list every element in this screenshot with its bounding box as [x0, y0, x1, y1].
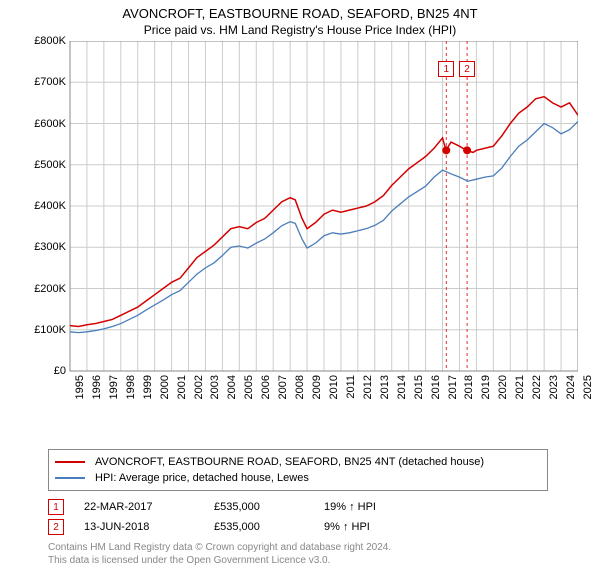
x-tick-label: 2004: [226, 375, 238, 415]
y-tick-label: £800K: [18, 35, 66, 47]
sale-marker: 2: [459, 61, 475, 77]
sale-delta: 19% ↑ HPI: [324, 501, 444, 513]
y-tick-label: £600K: [18, 118, 66, 130]
sale-row: 2 13-JUN-2018£535,0009% ↑ HPI: [48, 517, 600, 537]
sale-marker: 1: [438, 61, 454, 77]
y-tick-label: £300K: [18, 241, 66, 253]
y-tick-label: £0: [18, 365, 66, 377]
footnote: Contains HM Land Registry data © Crown c…: [48, 541, 600, 567]
x-tick-label: 2009: [311, 375, 323, 415]
x-tick-label: 2014: [396, 375, 408, 415]
footnote-line: This data is licensed under the Open Gov…: [48, 554, 600, 567]
legend-item: HPI: Average price, detached house, Lewe…: [55, 470, 541, 486]
chart-subtitle: Price paid vs. HM Land Registry's House …: [0, 21, 600, 41]
x-tick-label: 2015: [413, 375, 425, 415]
x-tick-label: 1997: [108, 375, 120, 415]
legend-swatch: [55, 461, 85, 463]
x-tick-label: 2001: [176, 375, 188, 415]
sales-table: 1 22-MAR-2017£535,00019% ↑ HPI 2 13-JUN-201…: [48, 497, 600, 537]
x-tick-label: 1999: [142, 375, 154, 415]
x-tick-label: 1998: [125, 375, 137, 415]
sale-price: £535,000: [214, 501, 324, 513]
sale-price: £535,000: [214, 521, 324, 533]
legend-swatch: [55, 477, 85, 479]
sale-marker-icon: 2: [48, 519, 64, 535]
x-tick-label: 2011: [345, 375, 357, 415]
legend-label: HPI: Average price, detached house, Lewe…: [95, 472, 309, 484]
x-tick-label: 2013: [379, 375, 391, 415]
x-tick-label: 2018: [463, 375, 475, 415]
x-tick-label: 2008: [294, 375, 306, 415]
x-tick-label: 2020: [497, 375, 509, 415]
chart-area: £0£100K£200K£300K£400K£500K£600K£700K£80…: [18, 41, 578, 411]
x-tick-label: 2019: [480, 375, 492, 415]
y-tick-label: £100K: [18, 324, 66, 336]
x-tick-label: 2016: [430, 375, 442, 415]
sale-date: 22-MAR-2017: [84, 501, 214, 513]
x-tick-label: 1996: [91, 375, 103, 415]
x-tick-label: 1995: [74, 375, 86, 415]
footnote-line: Contains HM Land Registry data © Crown c…: [48, 541, 600, 554]
chart-title: AVONCROFT, EASTBOURNE ROAD, SEAFORD, BN2…: [0, 0, 600, 21]
sale-marker-icon: 1: [48, 499, 64, 515]
x-tick-label: 2025: [582, 375, 594, 415]
sale-date: 13-JUN-2018: [84, 521, 214, 533]
x-tick-label: 2006: [260, 375, 272, 415]
legend-item: AVONCROFT, EASTBOURNE ROAD, SEAFORD, BN2…: [55, 454, 541, 470]
x-tick-label: 2024: [565, 375, 577, 415]
y-tick-label: £400K: [18, 200, 66, 212]
x-tick-label: 2022: [531, 375, 543, 415]
sale-row: 1 22-MAR-2017£535,00019% ↑ HPI: [48, 497, 600, 517]
x-tick-label: 2007: [277, 375, 289, 415]
legend-label: AVONCROFT, EASTBOURNE ROAD, SEAFORD, BN2…: [95, 456, 484, 468]
x-tick-label: 2000: [159, 375, 171, 415]
x-tick-label: 2017: [447, 375, 459, 415]
x-tick-label: 2003: [209, 375, 221, 415]
y-tick-label: £200K: [18, 283, 66, 295]
legend: AVONCROFT, EASTBOURNE ROAD, SEAFORD, BN2…: [48, 449, 548, 491]
chart-container: AVONCROFT, EASTBOURNE ROAD, SEAFORD, BN2…: [0, 0, 600, 560]
x-tick-label: 2023: [548, 375, 560, 415]
x-tick-label: 2002: [193, 375, 205, 415]
x-tick-label: 2010: [328, 375, 340, 415]
x-tick-label: 2012: [362, 375, 374, 415]
y-tick-label: £700K: [18, 76, 66, 88]
x-tick-label: 2021: [514, 375, 526, 415]
x-tick-label: 2005: [243, 375, 255, 415]
chart-svg: [18, 41, 578, 411]
y-tick-label: £500K: [18, 159, 66, 171]
sale-delta: 9% ↑ HPI: [324, 521, 444, 533]
